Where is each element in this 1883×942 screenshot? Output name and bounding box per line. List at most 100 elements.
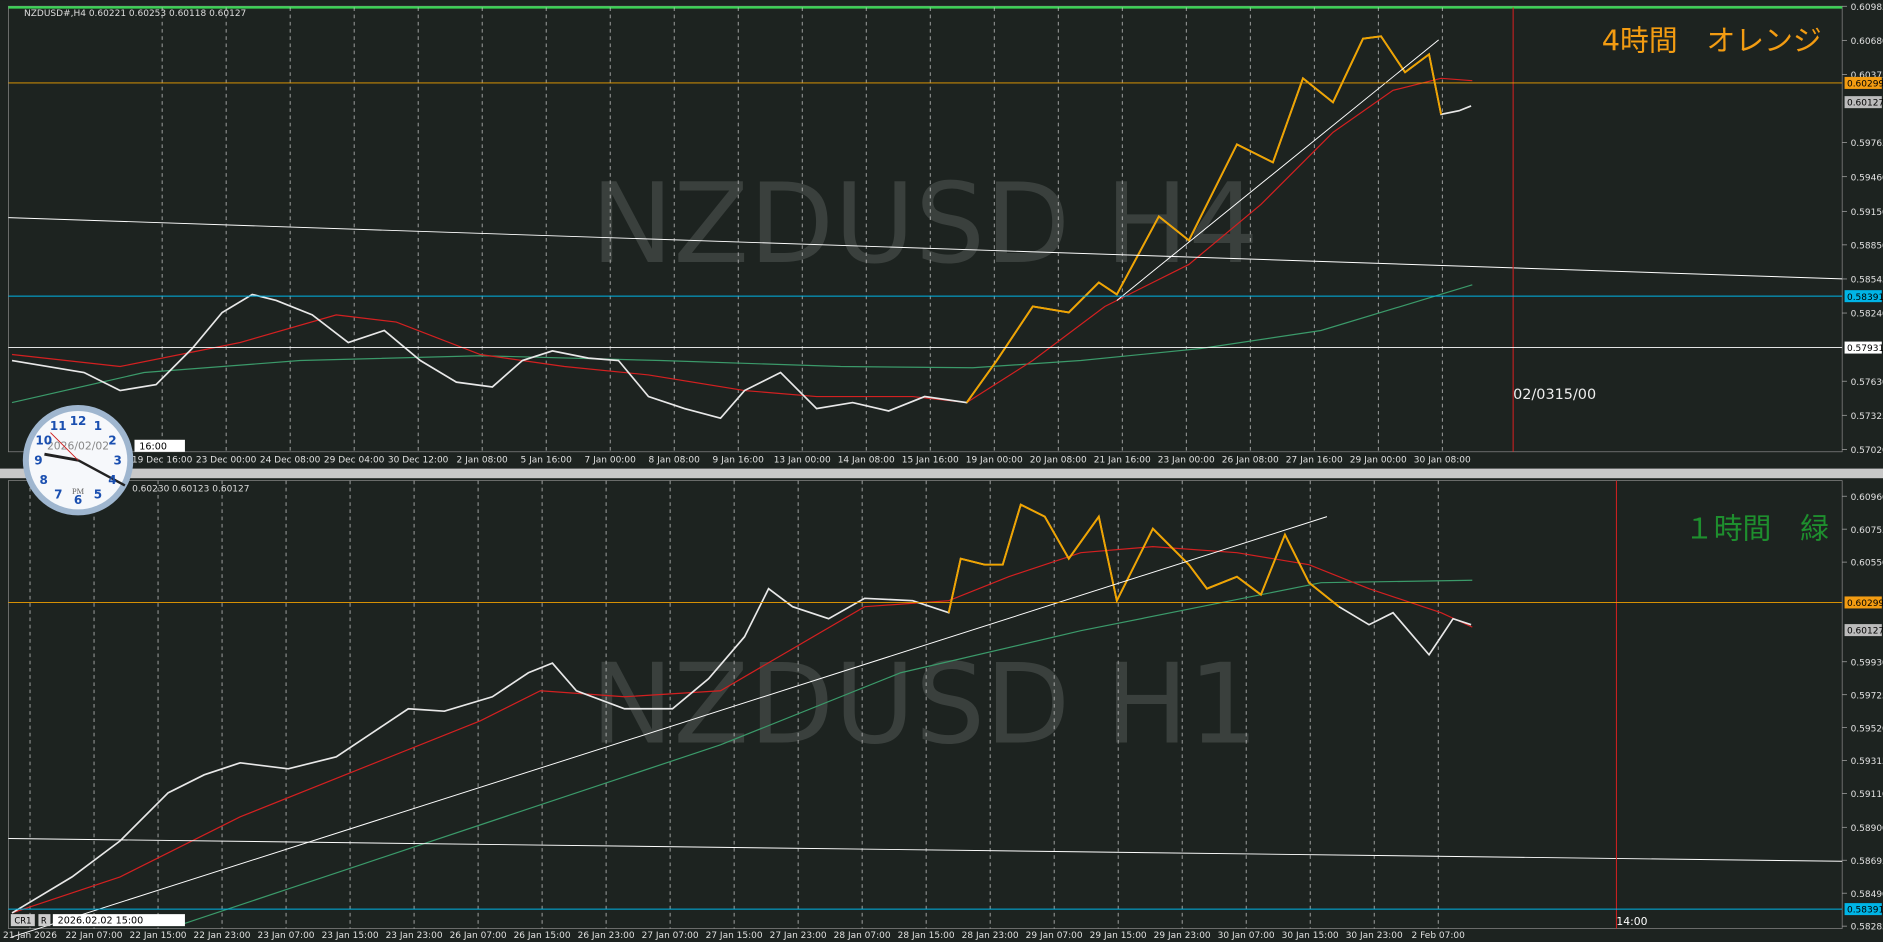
time-label: 28 Jan 23:00 xyxy=(962,931,1019,941)
time-label: 22 Jan 07:00 xyxy=(66,931,123,941)
price-label: 0.58285 xyxy=(1851,923,1883,933)
time-label: 28 Jan 15:00 xyxy=(898,931,955,941)
time-label: 19 Jan 00:00 xyxy=(966,456,1023,466)
zigzag xyxy=(965,35,1443,404)
ma-fast xyxy=(11,77,1473,404)
ma-slow xyxy=(179,579,1473,926)
clock-number: 2 xyxy=(108,434,116,448)
time-label: 26 Jan 07:00 xyxy=(450,931,507,941)
hour-hand xyxy=(44,452,79,462)
button[interactable] xyxy=(38,914,51,927)
time-label: 2 Feb 07:00 xyxy=(1412,931,1466,941)
minute-hand xyxy=(77,459,126,487)
clock-number: 8 xyxy=(40,473,48,487)
time-label: 23 Jan 00:00 xyxy=(1158,456,1215,466)
time-label: 26 Jan 23:00 xyxy=(578,931,635,941)
time-label: 30 Jan 08:00 xyxy=(1414,456,1471,466)
time-label: 29 Jan 00:00 xyxy=(1350,456,1407,466)
price-label: 0.57325 xyxy=(1851,412,1883,422)
vline-time: 14:00 xyxy=(1616,915,1647,928)
time-label: 30 Jan 15:00 xyxy=(1282,931,1339,941)
time-label: 21 Jan 16:00 xyxy=(1094,456,1151,466)
time-label: 29 Jan 23:00 xyxy=(1154,931,1211,941)
zigzag xyxy=(947,503,1340,613)
time-label: 13 Jan 00:00 xyxy=(774,456,831,466)
timeframe-label: 4時間 オレンジ xyxy=(1602,24,1822,58)
clock-date: 2026/02/02 xyxy=(47,439,109,452)
watermark: NZDUSD H4 xyxy=(591,160,1259,289)
price-label: 0.59725 xyxy=(1851,691,1883,701)
watermark: NZDUSD H1 xyxy=(591,640,1259,769)
button[interactable] xyxy=(10,914,35,927)
time-label: 2 Jan 08:00 xyxy=(457,456,509,466)
time-label: 27 Jan 07:00 xyxy=(642,931,699,941)
crosshair-time: 2026.02.02 15:00 xyxy=(58,916,144,927)
time-label: 27 Jan 23:00 xyxy=(770,931,827,941)
clock-number: 1 xyxy=(94,419,102,433)
price-label: 0.60375 xyxy=(1851,71,1883,81)
price-box-label: 0.60299 xyxy=(1847,80,1883,90)
time-label: 26 Jan 15:00 xyxy=(514,931,571,941)
time-label: 29 Dec 04:00 xyxy=(324,456,385,466)
clock-number: 9 xyxy=(34,453,42,467)
time-label: 23 Jan 15:00 xyxy=(322,931,379,941)
clock-number: 4 xyxy=(108,473,116,487)
time-label: 28 Jan 07:00 xyxy=(834,931,891,941)
button-label[interactable]: R xyxy=(41,916,47,926)
time-label: 23 Dec 00:00 xyxy=(196,456,257,466)
time-label: 15 Jan 16:00 xyxy=(902,456,959,466)
time-label: 29 Jan 15:00 xyxy=(1090,931,1147,941)
time-label: 9 Jan 16:00 xyxy=(713,456,765,466)
trendline xyxy=(8,837,1843,862)
crosshair-box xyxy=(134,439,185,452)
price-box-label: 0.60127 xyxy=(1847,99,1883,109)
price-box xyxy=(1844,624,1882,637)
crosshair-box xyxy=(52,914,185,927)
ma-fast xyxy=(11,546,1473,914)
price-box xyxy=(1844,76,1882,89)
time-label: 23 Jan 07:00 xyxy=(258,931,315,941)
time-label: 21 Jan 2026 xyxy=(3,931,57,941)
clock-number: 5 xyxy=(94,488,102,502)
price-box-label: 0.60299 xyxy=(1847,599,1883,609)
time-label: 8 Jan 08:00 xyxy=(649,456,701,466)
bottom-frame xyxy=(8,480,1843,929)
time-label: 30 Dec 12:00 xyxy=(388,456,449,466)
time-label: 5 Jan 16:00 xyxy=(521,456,573,466)
time-label: 30 Jan 23:00 xyxy=(1346,931,1403,941)
price-box xyxy=(1844,903,1882,916)
trendline xyxy=(8,217,1843,280)
trendline xyxy=(11,516,1328,938)
price-box-label: 0.58391 xyxy=(1847,293,1883,303)
time-label: 29 Jan 07:00 xyxy=(1026,931,1083,941)
time-label: 14 Jan 08:00 xyxy=(838,456,895,466)
price-box xyxy=(1844,596,1882,609)
time-label: 27 Jan 16:00 xyxy=(1286,456,1343,466)
price-box xyxy=(1844,290,1882,303)
time-label: 22 Jan 23:00 xyxy=(194,931,251,941)
clock-number: 10 xyxy=(35,434,52,448)
time-label: 30 Jan 07:00 xyxy=(1218,931,1275,941)
second-hand xyxy=(50,432,79,461)
clock-number: 6 xyxy=(74,493,82,507)
price-label: 0.59315 xyxy=(1851,757,1883,767)
timeframe-label: １時間 緑 xyxy=(1685,511,1829,545)
annotation: 02/0315/00 xyxy=(1513,387,1596,403)
button-label[interactable]: CR1 xyxy=(14,916,31,926)
crosshair-time: 16:00 xyxy=(139,441,167,452)
splitter xyxy=(0,468,1883,479)
time-label: 19 Dec 16:00 xyxy=(132,456,193,466)
